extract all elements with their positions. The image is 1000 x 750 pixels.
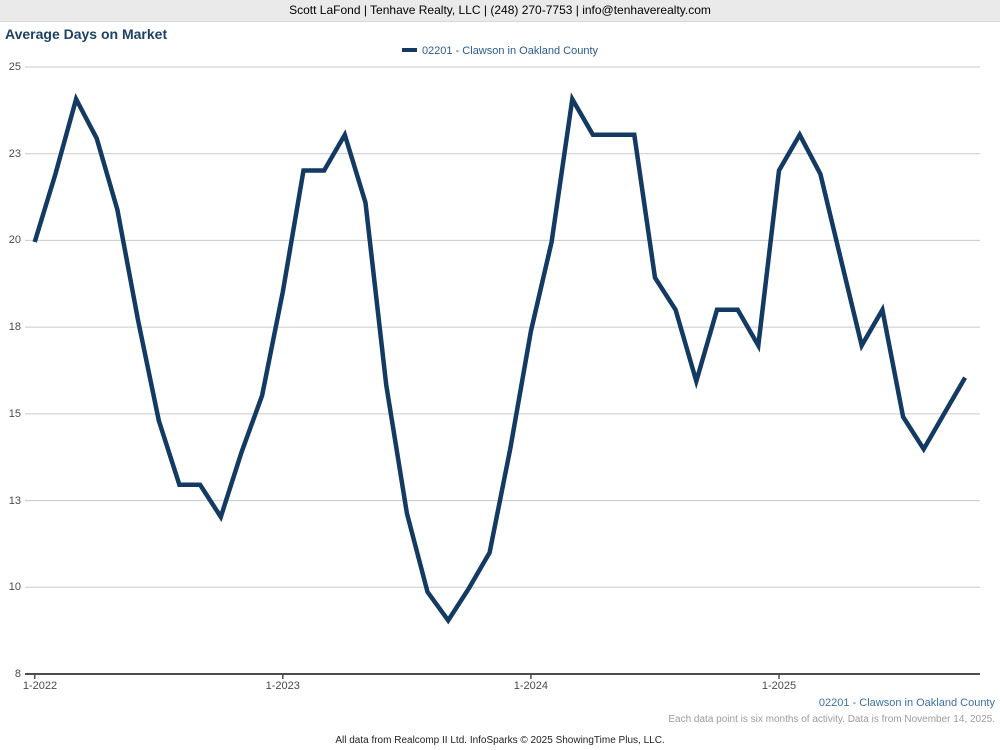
x-axis-label: 1-2024 (513, 680, 549, 692)
header-bar: Scott LaFond | Tenhave Realty, LLC | (24… (0, 0, 1000, 22)
y-axis-label: 25 (8, 61, 21, 73)
x-axis-label: 1-2022 (22, 680, 58, 692)
page-title: Average Days on Market (5, 26, 168, 42)
y-axis-label: 20 (8, 234, 21, 247)
attribution: All data from Realcomp II Ltd. InfoSpark… (335, 735, 665, 746)
y-axis-label: 23 (8, 147, 21, 160)
header-text: Scott LaFond | Tenhave Realty, LLC | (24… (289, 3, 711, 17)
legend-line-swatch (401, 48, 417, 53)
y-axis-label: 15 (8, 407, 21, 420)
y-axis-label: 18 (8, 321, 21, 334)
series-footnote-label: 02201 - Clawson in Oakland County (818, 697, 995, 709)
x-axis-label: 1-2023 (265, 680, 300, 692)
y-axis-label: 8 (14, 668, 21, 680)
x-axis-label: 1-2025 (761, 680, 797, 692)
y-axis-label: 10 (8, 581, 21, 594)
y-axis-label: 13 (8, 494, 21, 507)
legend: 02201 - Clawson in Oakland County (0, 45, 1000, 57)
legend-label: 02201 - Clawson in Oakland County (421, 45, 599, 57)
data-note: Each data point is six months of activit… (668, 714, 995, 725)
